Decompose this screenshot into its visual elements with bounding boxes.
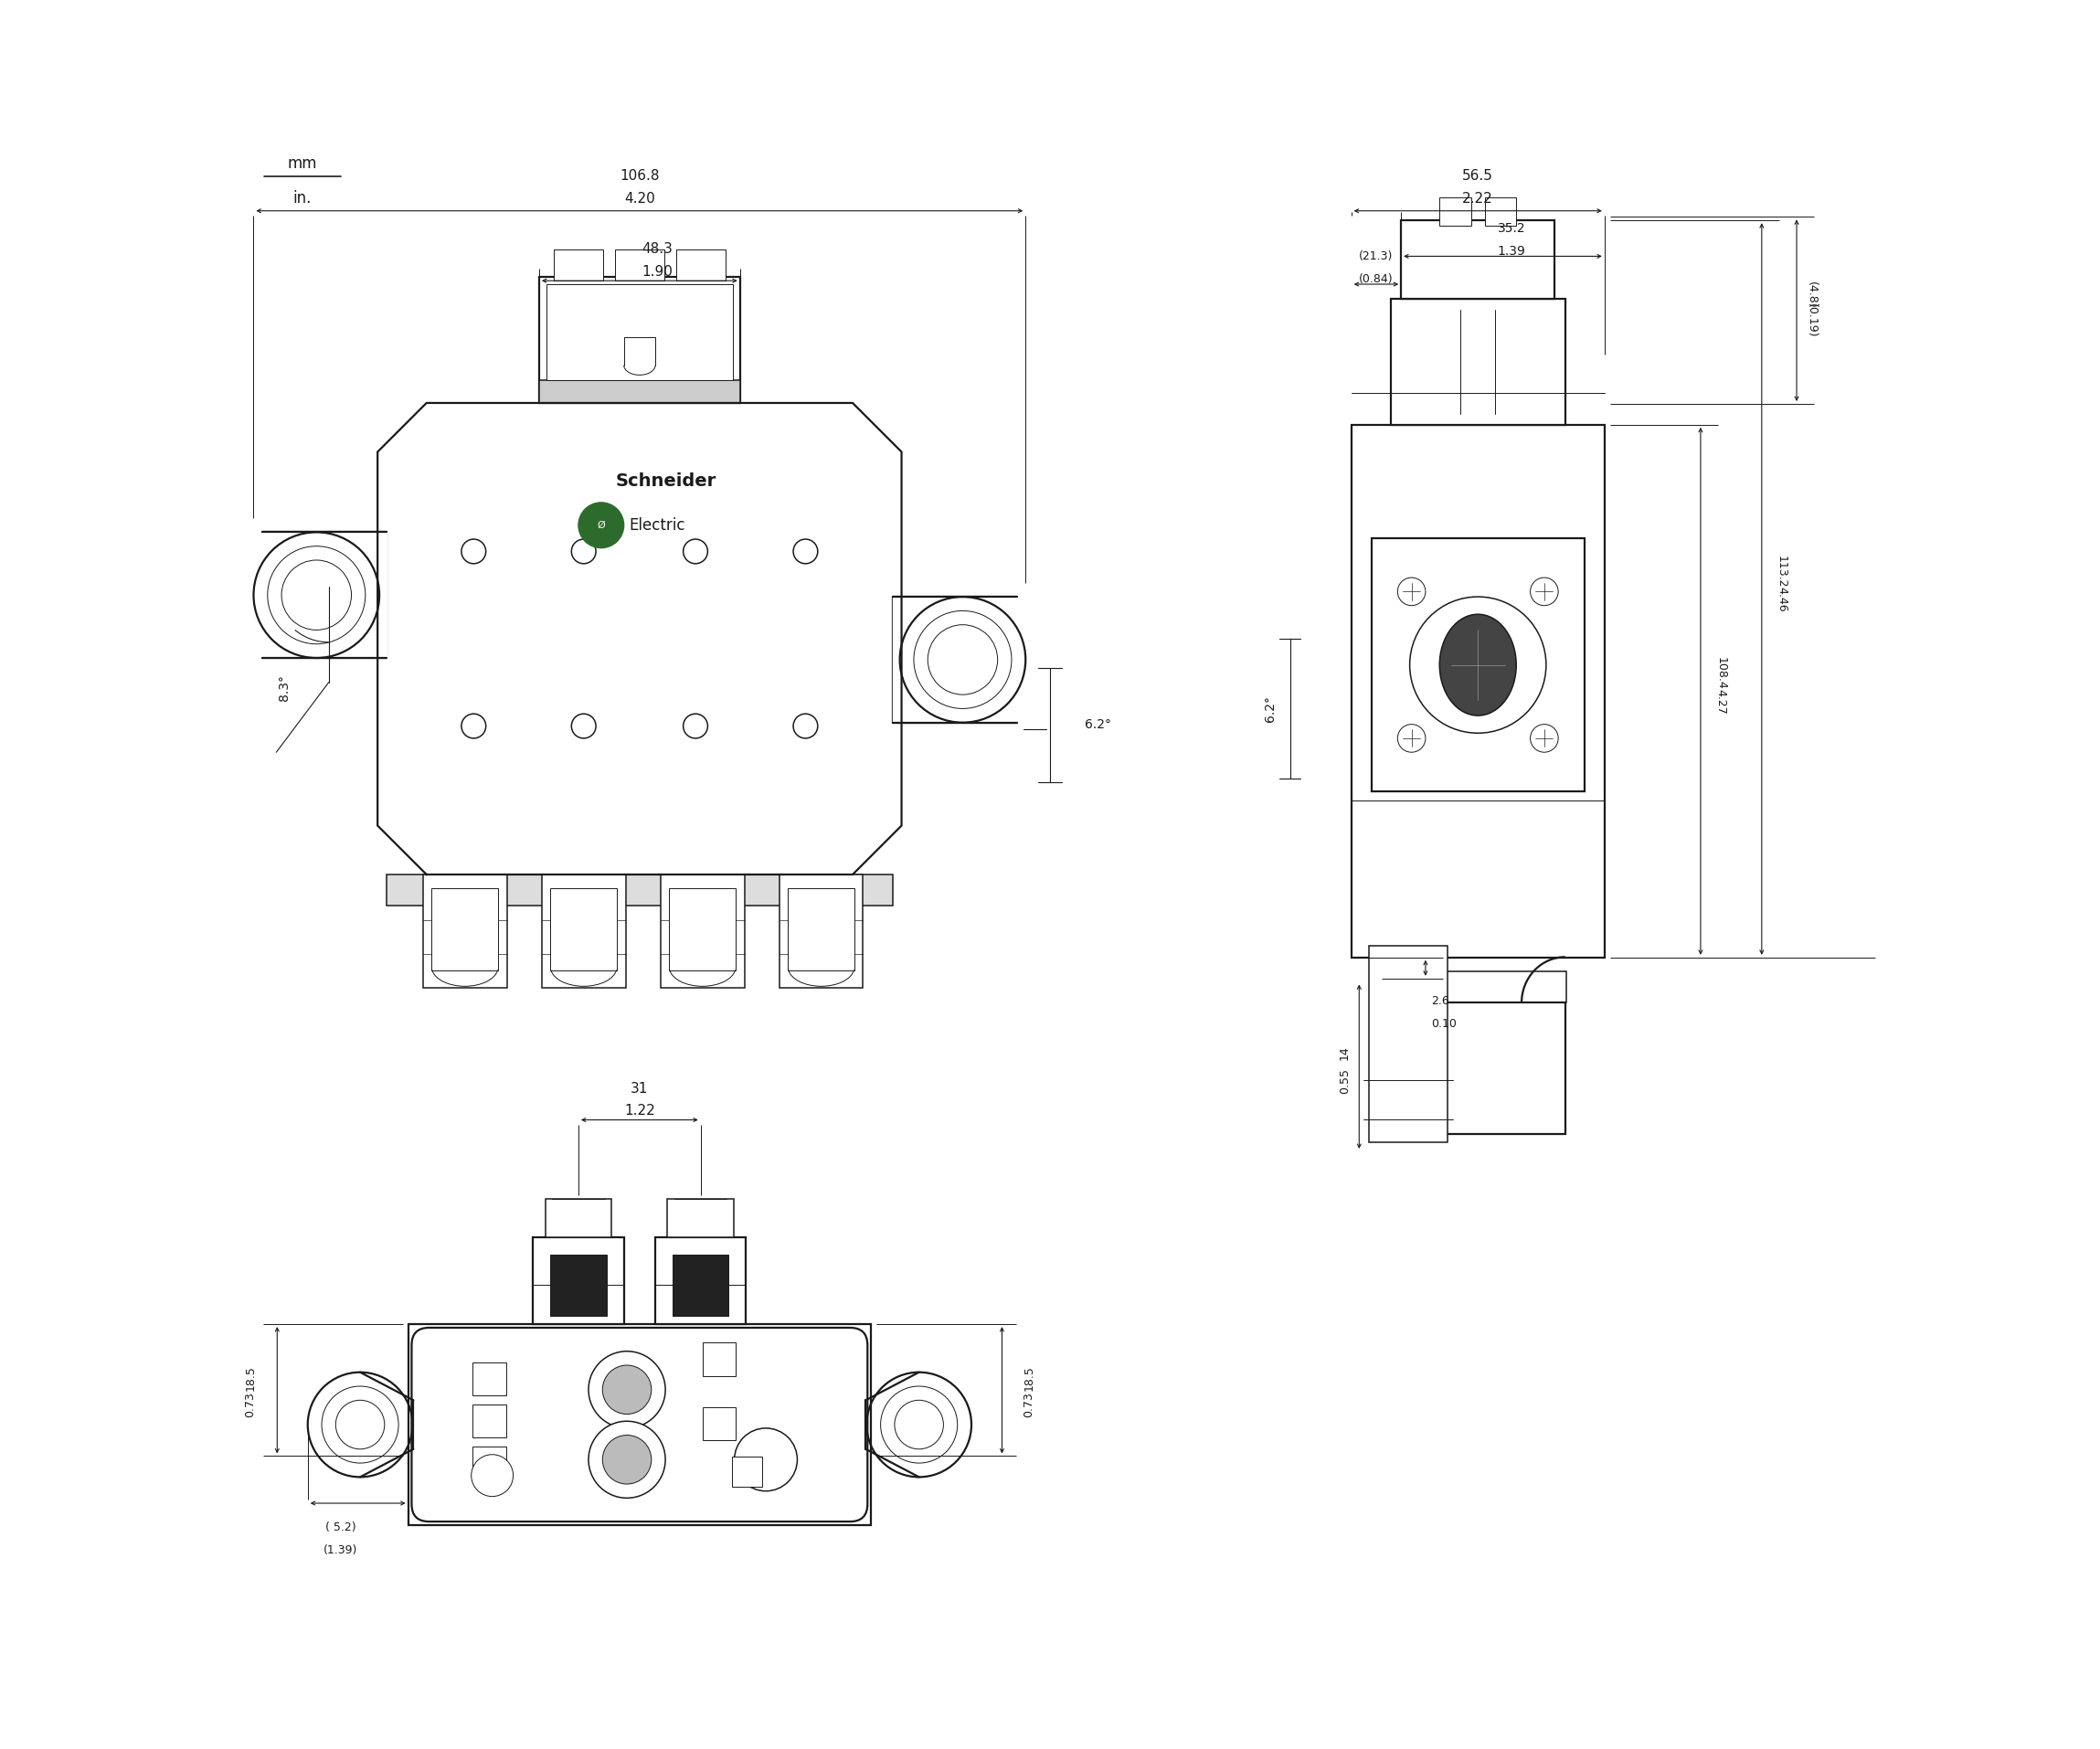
Bar [676,250,724,280]
Text: Ø: Ø [596,521,605,530]
Bar [704,1408,735,1441]
Text: 1.39: 1.39 [1497,245,1525,257]
Text: 35.2: 35.2 [1497,222,1525,234]
Text: ( 5.2): ( 5.2) [326,1522,355,1534]
Circle shape [588,1422,666,1499]
Bar [550,1254,607,1315]
Bar [1390,971,1567,1002]
Text: 2.22: 2.22 [1462,192,1493,205]
Circle shape [1531,577,1558,605]
Text: (21.3): (21.3) [1359,250,1392,262]
Bar [788,888,855,971]
Text: 0.73: 0.73 [1023,1392,1035,1417]
Bar [655,1237,746,1324]
Bar [422,874,506,988]
Text: 4.46: 4.46 [1777,588,1787,612]
Bar [704,1343,735,1376]
Text: Schneider: Schneider [615,472,716,490]
Bar [1390,1002,1564,1133]
Circle shape [1399,577,1426,605]
Circle shape [1531,724,1558,752]
Text: Electric: Electric [628,518,685,533]
Circle shape [603,1366,651,1415]
Bar [473,1362,506,1396]
Text: 8.3°: 8.3° [277,675,290,701]
Text: (1.39): (1.39) [323,1544,357,1557]
Bar [554,250,603,280]
Polygon shape [892,596,1016,722]
Text: 0.55: 0.55 [1338,1069,1350,1093]
Circle shape [462,714,485,738]
Circle shape [462,539,485,563]
Bar [1350,425,1604,957]
Bar [542,874,626,988]
Bar [540,380,739,402]
Bar [473,1446,506,1480]
Bar [1390,299,1564,425]
Text: 106.8: 106.8 [620,170,659,182]
Text: (0.19): (0.19) [1806,304,1816,338]
Bar [533,1237,624,1324]
Bar [540,276,739,402]
Bar [550,888,617,971]
Circle shape [470,1455,512,1497]
Circle shape [794,714,817,738]
FancyBboxPatch shape [412,1327,867,1522]
Bar [733,1457,762,1487]
Text: 2.6: 2.6 [1430,995,1449,1007]
Text: 31: 31 [630,1081,649,1095]
Text: 6.2°: 6.2° [1086,717,1111,731]
Bar [407,1324,872,1525]
Text: 0.73: 0.73 [244,1392,256,1417]
Polygon shape [262,532,386,658]
Text: 4.27: 4.27 [1714,689,1726,714]
Text: 108.4: 108.4 [1714,658,1726,691]
Text: (4.8): (4.8) [1806,282,1816,308]
Bar [615,250,664,280]
Circle shape [578,502,624,547]
Text: 0.10: 0.10 [1430,1018,1455,1030]
Text: 113.2: 113.2 [1777,554,1787,588]
Circle shape [571,714,596,738]
Bar [1439,198,1470,226]
Bar [662,874,743,988]
Bar [668,1198,733,1237]
Text: 1.90: 1.90 [640,266,672,278]
Text: in.: in. [294,191,311,206]
Bar [672,1254,729,1315]
Text: 56.5: 56.5 [1462,170,1493,182]
Text: 18.5: 18.5 [244,1366,256,1390]
Bar [546,283,733,380]
Bar [1401,220,1554,299]
Text: 4.20: 4.20 [624,192,655,205]
Bar [433,888,498,971]
Circle shape [682,714,708,738]
Circle shape [571,539,596,563]
Text: 18.5: 18.5 [1023,1366,1035,1390]
Circle shape [794,539,817,563]
Bar [1371,539,1583,792]
Circle shape [603,1436,651,1485]
Bar [386,874,892,906]
Text: 48.3: 48.3 [640,243,672,255]
Circle shape [1399,724,1426,752]
Bar [1485,198,1516,226]
Text: 14: 14 [1338,1046,1350,1060]
Text: mm: mm [288,156,317,171]
Circle shape [735,1429,798,1492]
Circle shape [682,539,708,563]
Text: 1.22: 1.22 [624,1104,655,1118]
Text: (0.84): (0.84) [1359,273,1394,285]
Bar [779,874,863,988]
Bar [473,1404,506,1438]
Bar [1369,946,1447,1142]
Text: 6.2°: 6.2° [1264,696,1277,722]
Ellipse shape [1441,614,1516,715]
Polygon shape [378,402,901,875]
Bar [546,1198,611,1237]
Bar [670,888,735,971]
Circle shape [588,1352,666,1429]
